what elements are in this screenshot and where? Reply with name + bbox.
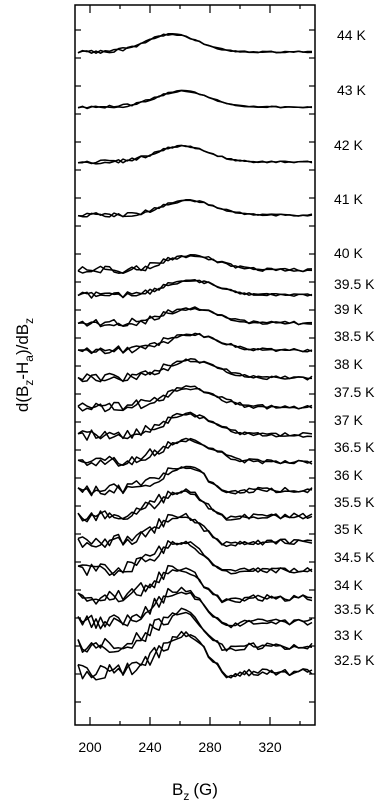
trace-line-44-k-2 [77, 33, 312, 54]
plot-frame [74, 4, 316, 726]
trace-line-39-5-k-1 [77, 278, 313, 299]
trace-line-33-5-k-2 [77, 591, 313, 630]
trace-line-39-5-k-2 [77, 279, 313, 299]
x-tick-label-320: 320 [258, 739, 282, 755]
trace-line-32-5-k-2 [77, 631, 313, 681]
x-label-main: B [172, 780, 183, 799]
trace-line-36-k-1 [77, 465, 313, 497]
svg-text:Bz(G): Bz (G) [172, 780, 218, 803]
curves-layer [77, 33, 313, 681]
trace-line-34-5-k-1 [77, 540, 313, 576]
trace-line-38-5-k-2 [77, 332, 313, 354]
trace-line-38-k-1 [77, 358, 312, 383]
series-label: 40 K [334, 245, 363, 261]
trace-line-42-k-2 [78, 144, 312, 165]
trace-line-35-5-k-2 [77, 490, 313, 522]
x-tick-label-240: 240 [138, 739, 162, 755]
series-label: 32.5 K [334, 652, 375, 668]
trace-line-43-k-1 [77, 89, 313, 110]
series-label: 34 K [334, 577, 363, 593]
y-label-sub-b: z [22, 380, 36, 386]
series-label: 43 K [337, 82, 366, 98]
x-axis-label: Bz (G) [172, 780, 218, 803]
y-label-part-a: d(B [13, 386, 32, 412]
trace-line-43-k-2 [77, 89, 313, 109]
trace-line-39-k-1 [77, 306, 313, 328]
trace-line-41-k-2 [77, 199, 313, 218]
series-label: 39.5 K [334, 276, 375, 292]
x-label-unit: (G) [193, 780, 218, 799]
trace-line-34-k-2 [77, 567, 313, 605]
series-label: 34.5 K [334, 549, 375, 565]
svg-text:d(Bz-Ha)/dBz: d(Bz-Ha)/dBz [13, 318, 36, 412]
series-label: 37.5 K [334, 384, 375, 400]
trace-line-33-5-k-1 [77, 586, 313, 629]
series-label: 36.5 K [334, 439, 375, 455]
y-label-part-e: )/dB [13, 324, 32, 355]
x-tick-label-200: 200 [78, 739, 102, 755]
series-label: 33 K [334, 627, 363, 643]
x-label-sub: z [183, 789, 189, 803]
trace-line-37-k-2 [77, 412, 313, 441]
ticks-layer: 200 240 280 320 [75, 5, 315, 755]
trace-line-39-k-2 [77, 307, 313, 327]
trace-line-37-k-1 [77, 411, 313, 440]
series-label: 35.5 K [334, 494, 375, 510]
series-label: 33.5 K [334, 601, 375, 617]
y-label-part-c: -H [13, 362, 32, 380]
series-label: 37 K [334, 412, 363, 428]
plot-frame-group [74, 4, 316, 726]
series-label: 44 K [337, 27, 366, 43]
series-label: 39 K [334, 301, 363, 317]
trace-line-37-5-k-2 [77, 385, 313, 413]
series-label: 41 K [334, 191, 363, 207]
y-axis-label: d(Bz-Ha)/dBz [13, 318, 36, 412]
series-label: 35 K [334, 521, 363, 537]
x-tick-label-280: 280 [198, 739, 222, 755]
series-labels-layer: 44 K 43 K 42 K 41 K 40 K 39.5 K 39 K 38.5 K 38 K… [334, 27, 375, 668]
trace-line-33-k-2 [77, 611, 313, 654]
trace-line-36-k-2 [77, 466, 313, 495]
trace-line-36-5-k-2 [77, 437, 313, 467]
series-label: 38 K [334, 356, 363, 372]
trace-line-35-k-2 [77, 512, 313, 548]
series-label: 42 K [334, 137, 363, 153]
trace-line-34-5-k-2 [77, 540, 313, 577]
trace-line-40-k-2 [77, 254, 313, 274]
series-label: 38.5 K [334, 328, 375, 344]
y-label-sub-d: a [22, 355, 36, 362]
y-label-sub-f: z [22, 318, 36, 324]
trace-line-38-k-2 [77, 358, 313, 383]
series-label: 36 K [334, 467, 363, 483]
